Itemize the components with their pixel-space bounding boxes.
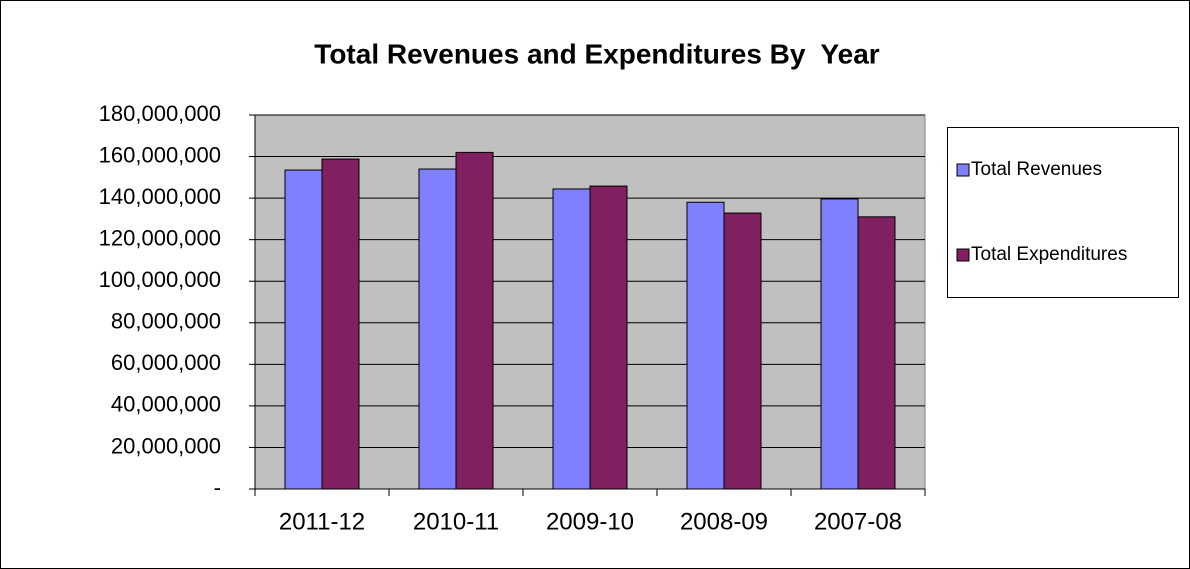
bar [552, 188, 591, 490]
bar [686, 201, 725, 490]
bar [418, 168, 457, 490]
y-tick-label: 100,000,000 [99, 267, 221, 292]
x-tick-label: 2010-11 [413, 508, 499, 535]
legend-swatch [956, 248, 970, 262]
y-tick-label: 120,000,000 [99, 225, 221, 250]
bar [820, 198, 859, 490]
chart-title: Total Revenues and Expenditures By Year [314, 38, 879, 69]
bar [321, 158, 360, 490]
y-tick-label: 60,000,000 [111, 350, 221, 375]
x-tick-label: 2007-08 [814, 508, 902, 535]
legend-swatch [956, 163, 970, 177]
y-tick-label: 180,000,000 [99, 101, 221, 126]
legend-label: Total Expenditures [971, 244, 1127, 265]
bar [455, 151, 494, 490]
y-tick-label: 20,000,000 [111, 433, 221, 458]
x-tick-label: 2009-10 [546, 508, 634, 535]
legend-box [947, 127, 1179, 298]
y-tick-label: 140,000,000 [99, 184, 221, 209]
y-tick-label: - [214, 475, 221, 500]
x-tick-label: 2011-12 [279, 508, 365, 535]
bar [723, 212, 762, 490]
legend-label: Total Revenues [971, 159, 1102, 180]
y-tick-label: 40,000,000 [111, 392, 221, 417]
bar [589, 185, 628, 490]
bar [857, 216, 896, 490]
x-tick-label: 2008-09 [680, 508, 768, 535]
y-tick-label: 80,000,000 [111, 309, 221, 334]
y-tick-label: 160,000,000 [99, 142, 221, 167]
bar [284, 169, 323, 490]
